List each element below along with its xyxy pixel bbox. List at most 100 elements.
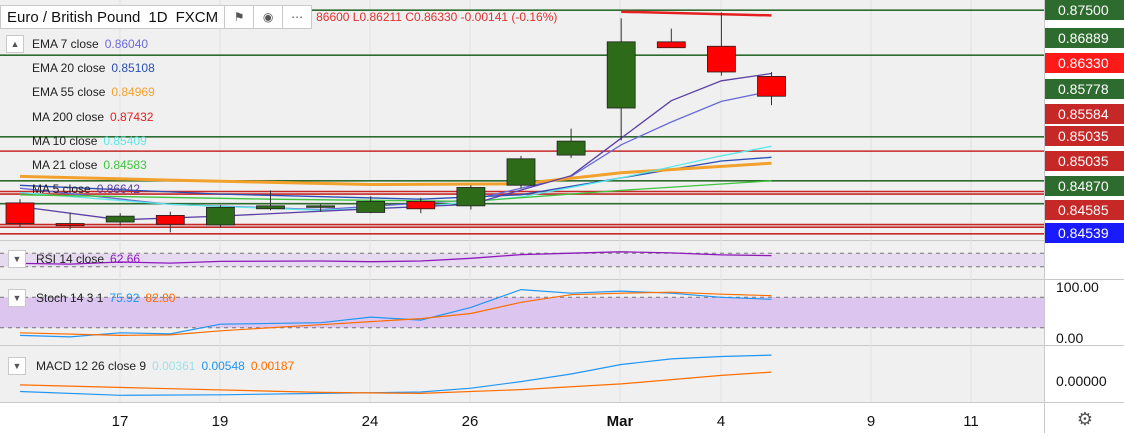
macd-pane-bg [0,346,1044,402]
time-axis-label: 19 [212,413,229,430]
time-axis-label: 17 [112,413,129,430]
price-label-bg [1045,223,1124,243]
macd-label: MACD 12 26 close 9 [36,359,147,373]
price-label: 0.86330 [1045,53,1124,73]
legend-row[interactable]: MA 21 close 0.84583 [6,153,155,177]
rsi-line [19,251,772,265]
candle-body [456,187,486,207]
gear-icon[interactable]: ⚙ [1076,408,1094,429]
price-label-bg [1045,200,1124,220]
legend-value: 0.86642 [96,182,141,197]
flag-icon[interactable]: ⚑ [225,5,255,29]
ma-line [19,156,772,200]
price-label-bg [1045,53,1124,73]
chart-header: Euro / British Pound 1D FXCM ⚑ ◉ ⋯ 86600… [0,5,557,29]
macd-value: 0.00548 [201,359,245,373]
macd-line [19,371,772,395]
candle-body [556,140,586,156]
time-axis-label: 26 [462,413,479,430]
candle-body [707,45,736,73]
rsi-label: RSI 14 close [36,252,105,266]
ohlc-readout: 86600 L0.86211 C0.86330 -0.00141 (-0.16%… [316,10,558,24]
rsi-band [0,253,1044,267]
candle-body [656,41,686,49]
legend-label: MA 21 close [32,158,98,173]
macd-line [19,354,772,396]
eye-icon[interactable]: ◉ [254,5,284,29]
main-pane-bg [0,0,1044,240]
price-label-bg [1045,104,1124,124]
legend-value: 0.84583 [103,158,147,173]
chevron-up-icon[interactable]: ▲ [6,35,24,54]
candle-body [256,205,285,210]
price-label-text: 0.84585 [1058,202,1109,218]
candle-body [757,76,786,97]
legend-row[interactable]: MA 5 close 0.86642 [6,177,155,201]
interval-label: 1D [148,8,168,26]
stoch-label: Stoch 14 3 1 [36,291,104,305]
price-label-bg [1045,151,1124,171]
legend-value: 0.85108 [111,61,155,76]
legend-value: 0.85409 [103,133,147,148]
price-label-text: 0.87500 [1058,2,1109,18]
legend-label: MA 5 close [32,182,91,197]
rsi-legend: ▼ RSI 14 close 62.66 [8,250,146,268]
chevron-down-icon[interactable]: ▼ [8,357,26,375]
time-axis-label: 9 [867,413,875,430]
candle-body [606,41,636,109]
stoch-k-value: 75.92 [109,291,140,305]
legend-value: 0.87432 [110,109,154,124]
price-label-text: 0.84539 [1058,225,1109,241]
legend-label: EMA 20 close [32,61,106,76]
chevron-down-icon[interactable]: ▼ [8,289,26,307]
time-axis-label: 11 [963,413,979,430]
rsi-value: 62.66 [110,252,141,266]
price-label-bg [1045,28,1124,48]
indicator-legend: ▲ EMA 7 close 0.86040 EMA 20 close 0.85108 EM… [6,32,155,201]
legend-row[interactable]: MA 10 close 0.85409 [6,129,155,153]
price-label-bg [1045,79,1124,99]
symbol-box[interactable]: Euro / British Pound 1D FXCM [0,5,226,29]
candle-body [205,206,235,226]
candle-body [506,158,536,186]
time-axis-bg [0,403,1044,433]
candle-body [55,223,85,227]
price-label: 0.85584 [1045,104,1124,124]
legend-label: MA 200 close [32,109,105,124]
price-label: 0.84585 [1045,200,1124,220]
macd-axis-label: 0.00000 [1056,373,1107,389]
price-label: 0.84870 [1045,176,1124,196]
legend-row[interactable]: EMA 20 close 0.85108 [6,56,155,80]
legend-row[interactable]: EMA 55 close 0.84969 [6,80,155,104]
price-label-text: 0.85584 [1058,106,1109,122]
legend-value: 0.84969 [111,85,155,100]
stoch-axis-label: 100.00 [1056,279,1099,295]
legend-label: EMA 55 close [32,85,106,100]
price-label-bg [1045,126,1124,146]
legend-row[interactable]: ▲ EMA 7 close 0.86040 [6,32,155,56]
price-label-text: 0.86889 [1058,30,1109,46]
legend-row[interactable]: MA 200 close 0.87432 [6,105,155,129]
legend-value: 0.86040 [104,37,149,52]
time-axis-label: 4 [717,413,725,430]
time-axis-label: 24 [362,413,379,430]
price-label-text: 0.85035 [1058,153,1109,169]
price-label-text: 0.85035 [1058,128,1109,144]
price-label: 0.86889 [1045,28,1124,48]
stoch-line [19,291,772,337]
macd-legend: ▼ MACD 12 26 close 9 0.00361 0.00548 0.0… [8,357,300,375]
symbol-name: Euro / British Pound [7,8,141,26]
price-label: 0.85778 [1045,79,1124,99]
stoch-legend: ▼ Stoch 14 3 1 75.92 82.80 [8,289,181,307]
chevron-down-icon[interactable]: ▼ [8,250,26,268]
price-label: 0.85035 [1045,126,1124,146]
more-icon[interactable]: ⋯ [283,5,313,29]
macd-hist-value: 0.00361 [152,359,196,373]
candle-body [155,215,185,225]
ma-line [621,10,772,17]
price-label-bg [1045,0,1124,20]
ma-line [19,161,772,187]
price-label: 0.85035 [1045,151,1124,171]
